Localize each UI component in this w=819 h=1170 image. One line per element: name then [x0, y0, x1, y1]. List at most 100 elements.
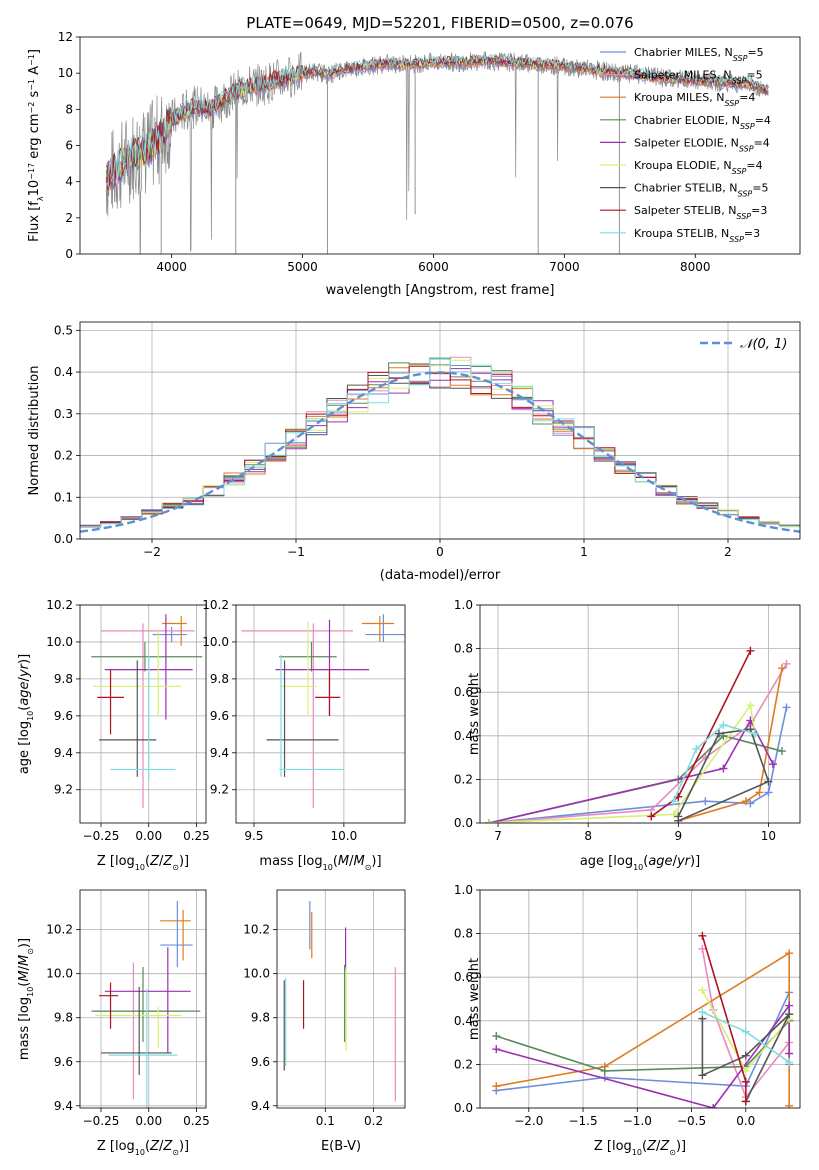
series-marker — [485, 819, 494, 823]
legend-label: Kroupa MILES, NSSP=4 — [634, 91, 755, 108]
y-tick-label: 9.4 — [54, 1099, 73, 1113]
y-tick-label: 0.2 — [454, 772, 473, 786]
y-tick-label: 0 — [65, 247, 73, 261]
series-marker — [750, 729, 759, 738]
x-tick-label: 8 — [584, 829, 592, 843]
legend: 𝒩(0, 1) — [700, 337, 787, 352]
x-axis-label: age [log10(age/yr)] — [580, 854, 700, 872]
y-axis-label: mass weight — [467, 673, 482, 755]
errorbar-point — [91, 641, 203, 672]
errorbar-point — [101, 623, 195, 809]
y-tick-label: 0.3 — [54, 407, 73, 421]
y-tick-label: 8 — [65, 102, 73, 116]
series-marker — [692, 744, 701, 753]
y-tick-label: 0.2 — [54, 449, 73, 463]
axes-frame — [79, 36, 801, 255]
y-tick-label: 9.4 — [210, 746, 229, 760]
x-tick-label: 0.25 — [183, 829, 210, 843]
series-line — [496, 992, 791, 1092]
series-marker — [492, 1082, 501, 1091]
errorbar-point — [101, 986, 172, 1075]
errorbar-point — [160, 909, 191, 961]
series-line — [488, 718, 774, 823]
series-marker — [755, 788, 764, 797]
chart-6: 0.1 0.2 9.4 9.6 9.8 10.0 10.2 — [243, 889, 406, 1128]
legend-label: Kroupa ELODIE, NSSP=4 — [634, 159, 763, 176]
y-tick-label: 10.2 — [46, 923, 73, 937]
y-tick-label: 9.6 — [54, 1055, 73, 1069]
y-tick-label: 10.0 — [46, 967, 73, 981]
x-tick-label: 0.0 — [736, 1114, 755, 1128]
y-tick-label: 10.0 — [46, 635, 73, 649]
series-line — [496, 1003, 791, 1108]
y-axis-label: Flux [fλ10−17 erg cm−2 s−1 A−1] — [27, 49, 45, 242]
x-tick-label: 0 — [436, 545, 444, 559]
legend: Chabrier MILES, NSSP=5 Salpeter MILES, NS… — [600, 46, 771, 243]
chart-0: 4000 5000 6000 7000 8000 0 2 4 6 8 10 12 PLATE=0649,… — [27, 14, 801, 298]
series-marker — [785, 1101, 794, 1108]
x-tick-label: 5000 — [287, 260, 318, 274]
errorbar-point — [315, 669, 341, 716]
x-axis-label: Z [log10(Z/Z⊙)] — [97, 1139, 189, 1157]
x-tick-label: 9 — [674, 829, 682, 843]
x-tick-label: 0.00 — [135, 829, 162, 843]
y-tick-label: 9.4 — [54, 746, 73, 760]
y-axis-label: Normed distribution — [27, 366, 42, 496]
errorbar-plot — [241, 614, 405, 809]
y-tick-label: 9.6 — [54, 709, 73, 723]
axes-frame — [79, 321, 801, 540]
legend-label: Salpeter MILES, NSSP=5 — [634, 69, 763, 86]
y-tick-label: 9.8 — [251, 1011, 270, 1025]
x-tick-label: 7 — [494, 829, 502, 843]
y-tick-label: 9.4 — [251, 1099, 270, 1113]
errorbar-plot — [91, 901, 201, 1108]
series-marker — [782, 703, 791, 712]
series-marker — [698, 986, 707, 995]
y-tick-label: 9.2 — [210, 783, 229, 797]
x-tick-label: 10.0 — [331, 829, 358, 843]
series-line — [678, 668, 783, 822]
x-tick-label: 6000 — [418, 260, 449, 274]
series-marker — [669, 810, 678, 819]
x-axis-label: wavelength [Angstrom, rest frame] — [326, 283, 555, 298]
legend-label: Chabrier ELODIE, NSSP=4 — [634, 114, 771, 131]
y-tick-label: 9.8 — [54, 1011, 73, 1025]
series-marker — [674, 816, 683, 823]
series-marker — [741, 1097, 750, 1106]
y-tick-label: 4 — [65, 175, 73, 189]
series-marker — [701, 797, 710, 806]
y-tick-label: 0.4 — [54, 365, 73, 379]
chart-2: −0.25 0.00 0.25 9.2 9.4 9.6 9.8 10.0 10.2 Z [log1… — [17, 598, 210, 872]
x-tick-label: −2.0 — [514, 1114, 543, 1128]
y-axis-label: mass weight — [467, 958, 482, 1040]
series-marker — [764, 788, 773, 797]
series-marker — [785, 1058, 794, 1067]
line-plot — [485, 646, 791, 823]
series-marker — [785, 1010, 794, 1019]
x-tick-label: 4000 — [156, 260, 187, 274]
x-tick-label: 10 — [761, 829, 776, 843]
y-axis-label: age [log10(age/yr)] — [17, 654, 35, 774]
y-tick-label: 1.0 — [454, 598, 473, 612]
series-line — [650, 650, 752, 818]
axes-frame — [79, 889, 207, 1109]
series-marker — [698, 1008, 707, 1017]
series-marker — [698, 931, 707, 940]
errorbar-point — [280, 621, 317, 716]
series-marker — [714, 729, 723, 738]
errorbar-point — [279, 654, 344, 777]
series-marker — [709, 1104, 718, 1108]
y-tick-label: 0.0 — [54, 532, 73, 546]
errorbar-plot — [283, 901, 396, 1102]
y-tick-label: 6 — [65, 139, 73, 153]
axes-frame — [479, 604, 801, 824]
errorbar-point — [99, 982, 119, 1029]
x-axis-label: mass [log10(M/M⊙)] — [259, 854, 381, 872]
hist-plot — [80, 356, 800, 539]
x-tick-label: −1.5 — [568, 1114, 597, 1128]
series-marker — [600, 1066, 609, 1075]
chart-title: PLATE=0649, MJD=52201, FIBERID=0500, z=0… — [246, 14, 633, 32]
errorbar-point — [97, 669, 124, 735]
errorbar-point — [104, 947, 191, 1053]
